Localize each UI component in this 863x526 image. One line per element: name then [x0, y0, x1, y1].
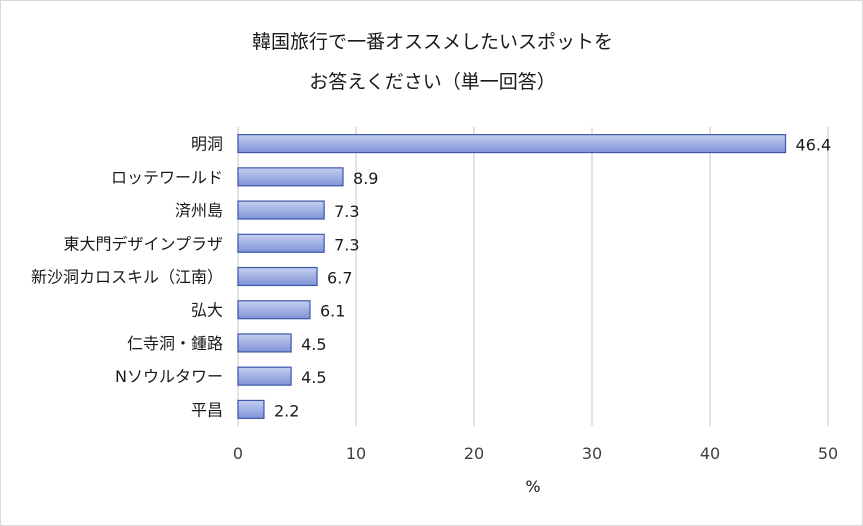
x-tick-labels: 0 10 20 30 40 50 — [233, 444, 838, 463]
data-label: 7.3 — [334, 202, 359, 221]
data-label: 6.7 — [327, 269, 352, 288]
category-label: 新沙洞カロスキル（江南） — [31, 268, 223, 287]
chart-title-line-2: お答えください（単一回答） — [309, 71, 556, 93]
category-label: 弘大 — [191, 301, 223, 320]
category-label: ロッテワールド — [111, 168, 223, 187]
category-label: 仁寺洞・鍾路 — [127, 334, 223, 353]
bar — [237, 200, 325, 220]
bar — [237, 399, 265, 419]
x-axis-label: % — [525, 477, 540, 496]
category-label: Nソウルタワー — [115, 367, 223, 386]
x-tick-label: 0 — [233, 444, 243, 463]
bars — [237, 134, 787, 419]
data-label: 4.5 — [301, 368, 326, 387]
x-tick-label: 10 — [346, 444, 366, 463]
x-tick-label: 50 — [818, 444, 838, 463]
data-label: 7.3 — [334, 235, 359, 254]
bar — [237, 333, 292, 353]
x-tick-label: 20 — [464, 444, 484, 463]
category-label: 東大門デザインプラザ — [63, 234, 223, 253]
data-label: 4.5 — [301, 335, 326, 354]
data-label: 2.2 — [274, 401, 299, 420]
data-label: 6.1 — [320, 302, 345, 321]
data-label: 46.4 — [796, 136, 832, 155]
category-label: 平昌 — [191, 400, 223, 419]
category-label: 明洞 — [191, 135, 223, 154]
bar — [237, 366, 292, 386]
data-labels: 46.48.97.37.36.76.14.54.52.2 — [274, 136, 831, 421]
x-tick-label: 30 — [582, 444, 602, 463]
bar — [237, 233, 325, 253]
bar — [237, 134, 787, 154]
bar — [237, 167, 344, 187]
chart-title-line-1: 韓国旅行で一番オススメしたいスポットを — [251, 31, 613, 53]
bar — [237, 266, 318, 287]
bar — [237, 300, 311, 320]
category-label: 済州島 — [175, 201, 223, 220]
data-label: 8.9 — [353, 169, 378, 188]
x-tick-label: 40 — [700, 444, 720, 463]
